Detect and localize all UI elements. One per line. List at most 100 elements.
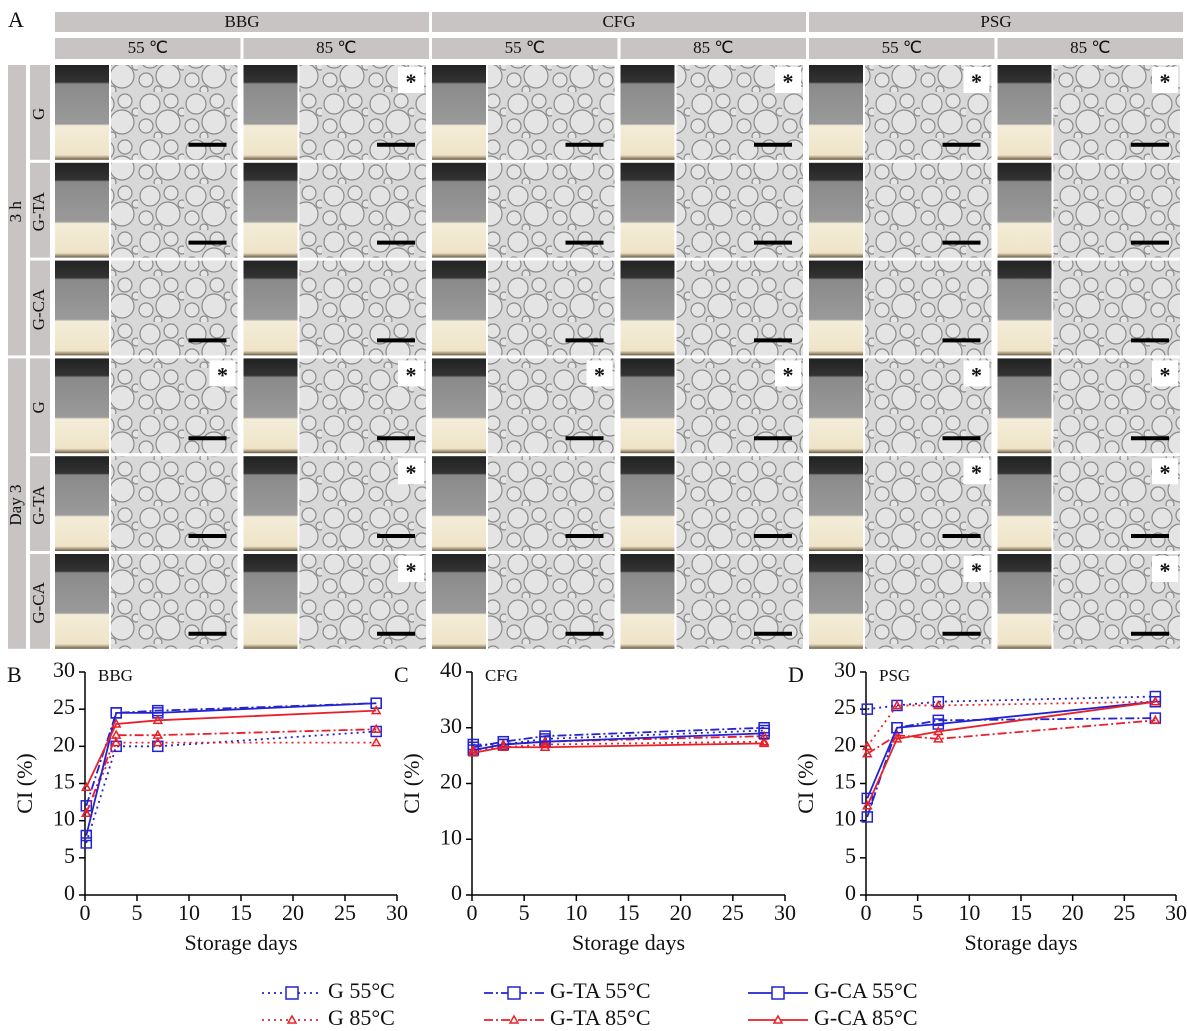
axes — [85, 672, 397, 895]
y-tick-label: 15 — [834, 769, 856, 794]
panel-label: A — [8, 7, 24, 32]
legend-marker — [772, 987, 784, 999]
legend-label: G-CA 55°C — [814, 978, 918, 1003]
legend-label: G-CA 85°C — [814, 1005, 918, 1030]
series-line — [867, 702, 1155, 799]
x-tick-label: 15 — [1010, 900, 1032, 925]
vial-photo — [244, 163, 298, 258]
asterisk: * — [971, 362, 982, 387]
group-label: BBG — [225, 12, 260, 31]
legend-marker — [288, 1016, 296, 1023]
vial-photo — [244, 65, 298, 160]
x-tick-label: 10 — [178, 900, 200, 925]
y-tick-label: 10 — [440, 824, 462, 849]
x-tick-label: 25 — [722, 900, 744, 925]
vial-photo — [244, 358, 298, 453]
temp-label: 55 ℃ — [882, 38, 922, 57]
x-tick-label: 30 — [774, 900, 796, 925]
temp-label: 85 ℃ — [693, 38, 733, 57]
x-tick-label: 10 — [565, 900, 587, 925]
x-axis-label: Storage days — [964, 930, 1077, 955]
x-tick-label: 15 — [618, 900, 640, 925]
vial-photo — [809, 261, 863, 356]
vial-photo — [621, 456, 675, 551]
asterisk: * — [217, 362, 228, 387]
asterisk: * — [406, 362, 417, 387]
legend-marker — [508, 987, 520, 999]
x-axis-label: Storage days — [184, 930, 297, 955]
x-tick-label: 20 — [1062, 900, 1084, 925]
x-tick-label: 25 — [1113, 900, 1135, 925]
asterisk: * — [1160, 362, 1171, 387]
series-line — [86, 731, 376, 843]
sample-label: G-CA — [29, 288, 48, 330]
y-tick-label: 10 — [834, 806, 856, 831]
y-tick-label: 30 — [53, 657, 75, 682]
y-tick-label: 10 — [53, 806, 75, 831]
chart-title: BBG — [98, 666, 133, 685]
asterisk: * — [971, 558, 982, 583]
sample-label: G-CA — [29, 581, 48, 623]
panel-label: D — [788, 662, 804, 687]
x-tick-label: 30 — [386, 900, 408, 925]
vial-photo — [998, 65, 1052, 160]
y-tick-label: 0 — [845, 880, 856, 905]
series-line — [86, 743, 376, 814]
x-tick-label: 0 — [861, 900, 872, 925]
legend-label: G 85°C — [328, 1005, 395, 1030]
chart-title: CFG — [485, 666, 518, 685]
legend: G 55°CG 85°CG-TA 55°CG-TA 85°CG-CA 55°CG… — [262, 978, 918, 1030]
asterisk: * — [971, 460, 982, 485]
x-tick-label: 10 — [958, 900, 980, 925]
vial-photo — [998, 163, 1052, 258]
x-tick-label: 5 — [132, 900, 143, 925]
y-axis-label: CI (%) — [793, 753, 818, 813]
vial-photo — [55, 163, 109, 258]
vial-photo — [432, 554, 486, 649]
asterisk: * — [783, 69, 794, 94]
vial-photo — [55, 261, 109, 356]
panel-label: C — [394, 662, 409, 687]
vial-photo — [244, 456, 298, 551]
sample-label: G — [29, 108, 48, 120]
figure: A BBG55 ℃85 ℃CFG55 ℃85 ℃PSG55 ℃85 ℃3 hGG… — [0, 0, 1187, 1031]
vial-photo — [809, 554, 863, 649]
vial-photo — [432, 65, 486, 160]
panel-label: B — [7, 662, 22, 687]
y-tick-label: 0 — [451, 880, 462, 905]
sample-label: G — [29, 401, 48, 413]
vial-photo — [244, 554, 298, 649]
vial-photo — [998, 261, 1052, 356]
vial-photo — [432, 456, 486, 551]
vial-photo — [998, 358, 1052, 453]
y-tick-label: 25 — [834, 694, 856, 719]
x-tick-label: 20 — [282, 900, 304, 925]
vial-photo — [55, 554, 109, 649]
vial-photo — [432, 163, 486, 258]
series-line — [86, 703, 376, 806]
vial-photo — [621, 163, 675, 258]
sample-label: G-TA — [29, 485, 48, 525]
y-tick-label: 0 — [64, 880, 75, 905]
time-label: Day 3 — [6, 485, 25, 526]
chart-title: PSG — [879, 666, 910, 685]
vial-photo — [809, 456, 863, 551]
vial-photo — [809, 65, 863, 160]
temp-label: 85 ℃ — [1070, 38, 1110, 57]
legend-marker — [774, 1016, 782, 1023]
x-tick-label: 30 — [1165, 900, 1187, 925]
vial-photo — [998, 456, 1052, 551]
series-line — [86, 711, 376, 788]
y-tick-label: 15 — [53, 769, 75, 794]
vial-photo — [55, 65, 109, 160]
asterisk: * — [971, 69, 982, 94]
vial-photo — [621, 554, 675, 649]
asterisk: * — [594, 362, 605, 387]
charts: BBBGStorage daysCI (%)051015202530051015… — [7, 657, 1187, 955]
time-label: 3 h — [6, 201, 25, 223]
vial-photo — [244, 261, 298, 356]
sample-label: G-TA — [29, 191, 48, 231]
vial-photo — [432, 358, 486, 453]
vial-photo — [621, 358, 675, 453]
